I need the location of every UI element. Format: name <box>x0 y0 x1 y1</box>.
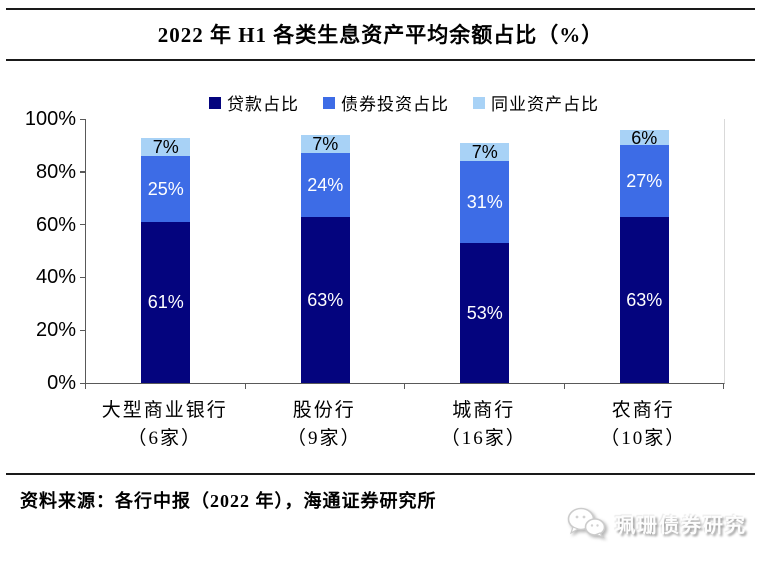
y-axis-tick-label: 100% <box>24 108 76 130</box>
bar-value-label: 53% <box>466 303 503 324</box>
bar-segment: 7% <box>300 134 350 155</box>
category-name: 股份行 <box>292 400 356 421</box>
category-count: （10家） <box>600 428 687 449</box>
bar-value-label: 7% <box>312 134 339 155</box>
x-axis-category-label: 城商行 （16家） <box>404 397 564 453</box>
y-axis-tick-label: 60% <box>35 213 76 236</box>
bar-segment: 31% <box>460 161 510 244</box>
bar-segment: 63% <box>300 216 350 383</box>
x-axis-tick-mark <box>404 384 406 389</box>
x-axis-category-label: 农商行 （10家） <box>564 397 724 453</box>
category-name: 农商行 <box>611 400 675 421</box>
legend-item: 贷款占比 <box>209 90 299 115</box>
title-divider <box>6 59 755 61</box>
bar-segment: 63% <box>619 216 669 383</box>
bar-value-label: 6% <box>631 127 658 148</box>
bar-segment: 53% <box>460 243 510 383</box>
legend-label: 同业资产占比 <box>491 95 599 114</box>
y-axis-tick-mark <box>80 329 85 331</box>
x-axis-tick-mark <box>85 384 87 389</box>
x-axis-category-label: 股份行 （9家） <box>245 397 405 453</box>
y-axis-tick-label: 20% <box>35 319 76 342</box>
bar-segment: 25% <box>141 155 191 222</box>
legend-label: 债券投资占比 <box>341 95 449 114</box>
legend-item: 债券投资占比 <box>323 90 449 115</box>
bar-value-label: 31% <box>466 192 503 213</box>
bar-segment: 6% <box>619 127 669 148</box>
chart-title: 2022 年 H1 各类生息资产平均余额占比（%） <box>157 23 604 47</box>
wechat-chat-bubbles-icon <box>567 507 606 539</box>
legend-swatch-icon <box>473 96 485 109</box>
bar-value-label: 27% <box>626 171 663 192</box>
x-axis-category-label: 大型商业银行 （6家） <box>85 397 245 453</box>
bar-value-label: 25% <box>147 178 184 199</box>
x-axis-tick-mark <box>723 384 725 389</box>
x-axis-category-labels: 大型商业银行 （6家） 股份行 （9家） 城商行 （16家） 农商行 （10家） <box>85 397 723 453</box>
watermark-label: 珮珊债券研究 <box>615 514 747 537</box>
source-note: 资料来源：各行中报（2022 年），海通证券研究所 <box>20 491 437 511</box>
category-name: 城商行 <box>452 400 516 421</box>
y-axis-tick-mark <box>80 118 85 120</box>
bar-segment: 7% <box>460 142 510 163</box>
bar-value-label: 63% <box>626 289 663 310</box>
legend-swatch-icon <box>209 96 221 109</box>
bar-value-label: 7% <box>152 136 179 157</box>
legend-item: 同业资产占比 <box>473 90 599 115</box>
y-axis-tick-mark <box>80 171 85 173</box>
y-axis-tick-mark <box>80 224 85 226</box>
bar-segment: 24% <box>300 153 350 217</box>
y-axis-tick-mark <box>80 276 85 279</box>
bar-segment: 61% <box>141 221 191 383</box>
bar-value-label: 61% <box>147 292 184 313</box>
watermark: 珮珊债券研究 <box>567 506 747 540</box>
y-axis-tick-label: 40% <box>35 266 76 289</box>
bar-segment: 7% <box>141 136 191 157</box>
chart-legend: 贷款占比 债券投资占比 同业资产占比 <box>85 90 723 115</box>
plot-area: 61% 25% 7% 63% 24% 7% 53% 31% 7% 63% 27% 6% <box>85 119 725 384</box>
y-axis-tick-label: 0% <box>47 372 76 394</box>
x-axis-tick-mark <box>563 384 565 389</box>
x-axis-tick-mark <box>244 384 246 389</box>
category-count: （9家） <box>286 428 362 449</box>
legend-swatch-icon <box>323 96 335 109</box>
bar-value-label: 24% <box>307 175 344 195</box>
bar-value-label: 63% <box>307 289 344 310</box>
category-name: 大型商业银行 <box>101 400 228 421</box>
y-axis-tick-mark <box>80 382 85 384</box>
legend-label: 贷款占比 <box>227 95 299 114</box>
source-divider <box>6 473 755 475</box>
top-divider <box>6 8 755 10</box>
bar-segment: 27% <box>619 145 669 217</box>
bar-value-label: 7% <box>471 142 498 163</box>
category-count: （6家） <box>127 428 202 449</box>
category-count: （16家） <box>440 428 527 449</box>
y-axis-tick-label: 80% <box>35 160 76 183</box>
